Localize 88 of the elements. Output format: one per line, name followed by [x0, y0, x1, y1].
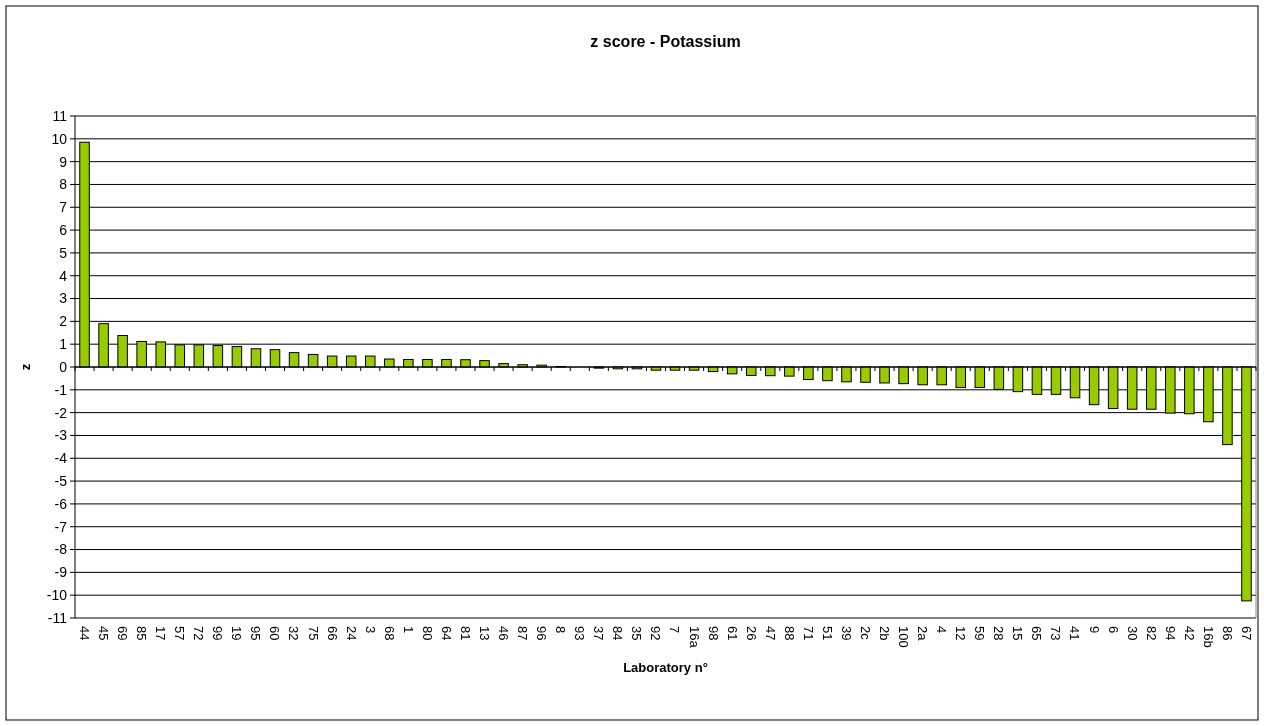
x-tick-label: 100	[896, 626, 912, 648]
x-tick-label: 59	[972, 626, 988, 641]
x-tick-label: 17	[153, 626, 169, 641]
y-tick-label: -6	[54, 495, 68, 512]
x-tick-label: 7	[667, 626, 683, 634]
x-tick-label: 66	[324, 626, 340, 641]
x-tick-label: 13	[476, 626, 492, 641]
y-tick-label: -2	[54, 404, 68, 421]
x-tick-label: 82	[1143, 626, 1159, 641]
x-tick-label: 98	[705, 626, 721, 641]
x-tick-label: 65	[1029, 626, 1045, 641]
x-tick-label: 94	[1162, 626, 1178, 641]
x-tick-label: 80	[419, 626, 435, 641]
x-tick-label: 60	[267, 626, 283, 641]
x-tick-label: 6	[1105, 626, 1121, 634]
x-tick-label: 30	[1124, 626, 1140, 641]
x-tick-label: 37	[591, 626, 607, 641]
y-axis-title: z	[18, 363, 33, 371]
x-tick-label: 15	[1010, 626, 1026, 641]
y-tick-label: 1	[59, 336, 68, 353]
y-tick-label: 0	[59, 358, 68, 375]
x-tick-label: 99	[210, 626, 226, 641]
x-tick-label: 87	[515, 626, 531, 641]
x-tick-label: 64	[438, 626, 454, 641]
x-tick-label: 26	[743, 626, 759, 641]
x-tick-label: 35	[629, 626, 645, 641]
y-tick-label: 2	[59, 313, 68, 330]
y-tick-label: -5	[54, 472, 68, 489]
x-tick-label: 86	[1219, 626, 1235, 641]
x-tick-label: 85	[134, 626, 150, 641]
x-tick-label: 51	[819, 626, 835, 641]
x-tick-label: 84	[610, 626, 626, 641]
x-tick-label: 2c	[857, 626, 873, 641]
y-tick-label: 8	[59, 176, 68, 193]
x-tick-label: 46	[496, 626, 512, 641]
x-tick-label: 93	[572, 626, 588, 641]
x-tick-label: 67	[1238, 626, 1254, 641]
x-tick-label: 71	[800, 626, 816, 641]
x-tick-label: 24	[343, 626, 359, 641]
x-tick-label: 81	[457, 626, 473, 641]
x-tick-label: 16a	[686, 626, 702, 649]
y-tick-label: -9	[54, 564, 68, 581]
x-tick-label: 96	[534, 626, 550, 641]
x-tick-label: 28	[991, 626, 1007, 641]
x-tick-label: 4	[934, 626, 950, 634]
y-tick-label: -1	[54, 381, 68, 398]
x-tick-label: 39	[838, 626, 854, 641]
x-tick-label: 16b	[1200, 626, 1216, 648]
y-tick-label: 4	[59, 267, 68, 284]
x-tick-label: 19	[229, 626, 245, 641]
x-tick-label: 12	[953, 626, 969, 641]
x-tick-label: 73	[1048, 626, 1064, 641]
x-tick-label: 45	[96, 626, 112, 641]
x-tick-label: 72	[191, 626, 207, 641]
x-tick-label: 61	[724, 626, 740, 641]
x-tick-label: 75	[305, 626, 321, 641]
x-tick-label: 69	[115, 626, 131, 641]
x-tick-label: 2b	[877, 626, 893, 641]
x-tick-label: 32	[286, 626, 302, 641]
y-tick-label: 7	[59, 199, 68, 216]
y-tick-label: -8	[54, 541, 68, 558]
x-tick-label: 3	[362, 626, 378, 634]
x-axis-title: Laboratory n°	[623, 660, 708, 675]
x-tick-label: 88	[781, 626, 797, 641]
x-tick-label: 8	[553, 626, 569, 634]
x-tick-label: 2a	[915, 626, 931, 642]
y-tick-label: -7	[54, 518, 68, 535]
x-tick-label: 1	[400, 626, 416, 634]
y-tick-label: 11	[52, 107, 68, 124]
y-tick-label: 6	[59, 221, 68, 238]
x-tick-label: 41	[1067, 626, 1083, 641]
y-tick-label: -4	[54, 450, 68, 467]
y-tick-label: -11	[47, 609, 68, 626]
x-tick-label: 42	[1181, 626, 1197, 641]
x-tick-label: 92	[648, 626, 664, 641]
chart-title: z score - Potassium	[590, 33, 741, 50]
x-tick-label: 9	[1086, 626, 1102, 634]
y-tick-label: -3	[54, 427, 68, 444]
y-tick-label: -10	[46, 587, 68, 604]
y-tick-label: 3	[59, 290, 68, 307]
x-tick-label: 95	[248, 626, 264, 641]
y-tick-label: 5	[59, 244, 68, 261]
x-tick-label: 44	[76, 626, 92, 641]
y-tick-label: 10	[51, 130, 68, 147]
x-tick-label: 68	[381, 626, 397, 641]
x-tick-label: 47	[762, 626, 778, 641]
x-tick-label: 57	[172, 626, 188, 641]
y-tick-label: 9	[59, 153, 68, 170]
